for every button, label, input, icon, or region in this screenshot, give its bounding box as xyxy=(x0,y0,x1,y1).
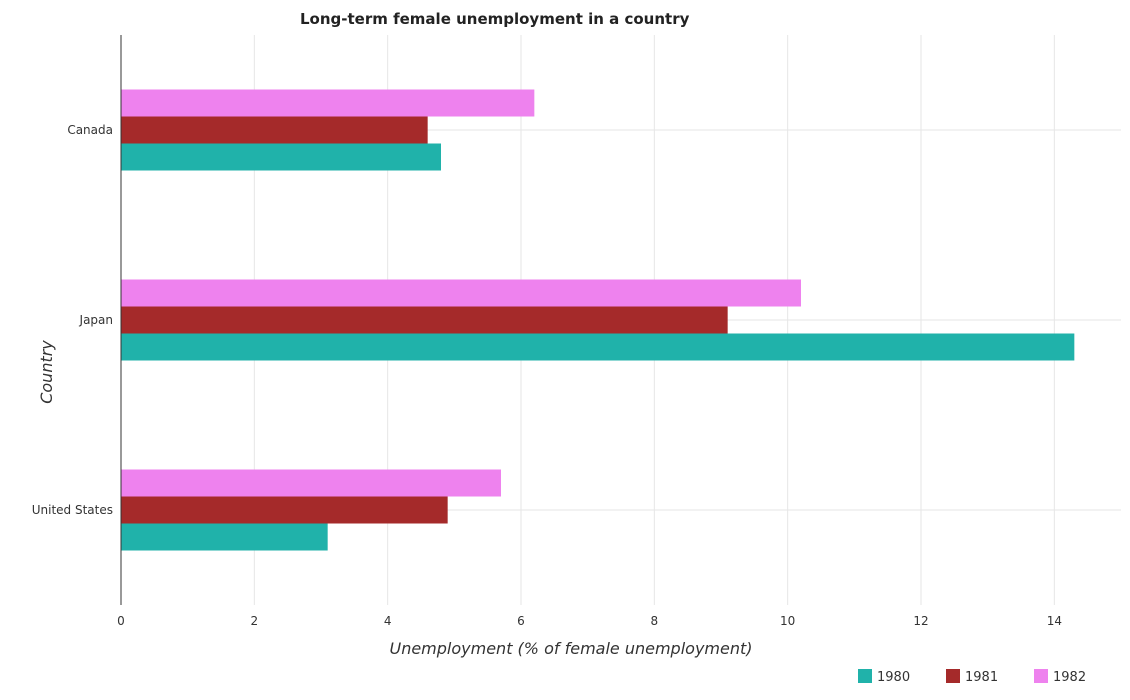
chart-title: Long-term female unemployment in a count… xyxy=(300,10,690,28)
bar-canada-1982 xyxy=(121,89,535,117)
x-axis-label: Unemployment (% of female unemployment) xyxy=(389,639,752,658)
y-tick-label: United States xyxy=(32,503,113,517)
axes: 0 2 4 6 8 10 12 14 Canada Japan United States xyxy=(32,35,1062,628)
legend-swatch-1980 xyxy=(858,669,872,683)
bar-japan-1980 xyxy=(121,333,1075,361)
bars xyxy=(121,89,1075,551)
bar-canada-1981 xyxy=(121,116,428,144)
bar-japan-1981 xyxy=(121,306,728,334)
y-tick-label: Canada xyxy=(67,123,113,137)
legend-label-1981: 1981 xyxy=(965,670,998,685)
y-tick-label: Japan xyxy=(79,313,113,327)
legend-label-1980: 1980 xyxy=(877,670,910,685)
x-tick-label: 8 xyxy=(651,614,659,628)
x-tick-label: 14 xyxy=(1047,614,1062,628)
bar-japan-1982 xyxy=(121,279,801,307)
x-tick-label: 10 xyxy=(780,614,795,628)
bar-united-states-1980 xyxy=(121,523,328,551)
bar-united-states-1982 xyxy=(121,469,501,497)
x-tick-label: 4 xyxy=(384,614,392,628)
bar-united-states-1981 xyxy=(121,496,448,524)
legend: 1980 1981 1982 xyxy=(858,669,1086,685)
bar-canada-1980 xyxy=(121,143,441,171)
x-tick-label: 2 xyxy=(251,614,259,628)
legend-label-1982: 1982 xyxy=(1053,670,1086,685)
x-tick-label: 6 xyxy=(517,614,525,628)
x-tick-label: 0 xyxy=(117,614,125,628)
legend-swatch-1982 xyxy=(1034,669,1048,683)
x-tick-label: 12 xyxy=(913,614,928,628)
legend-swatch-1981 xyxy=(946,669,960,683)
y-axis-label: Country xyxy=(37,340,56,404)
